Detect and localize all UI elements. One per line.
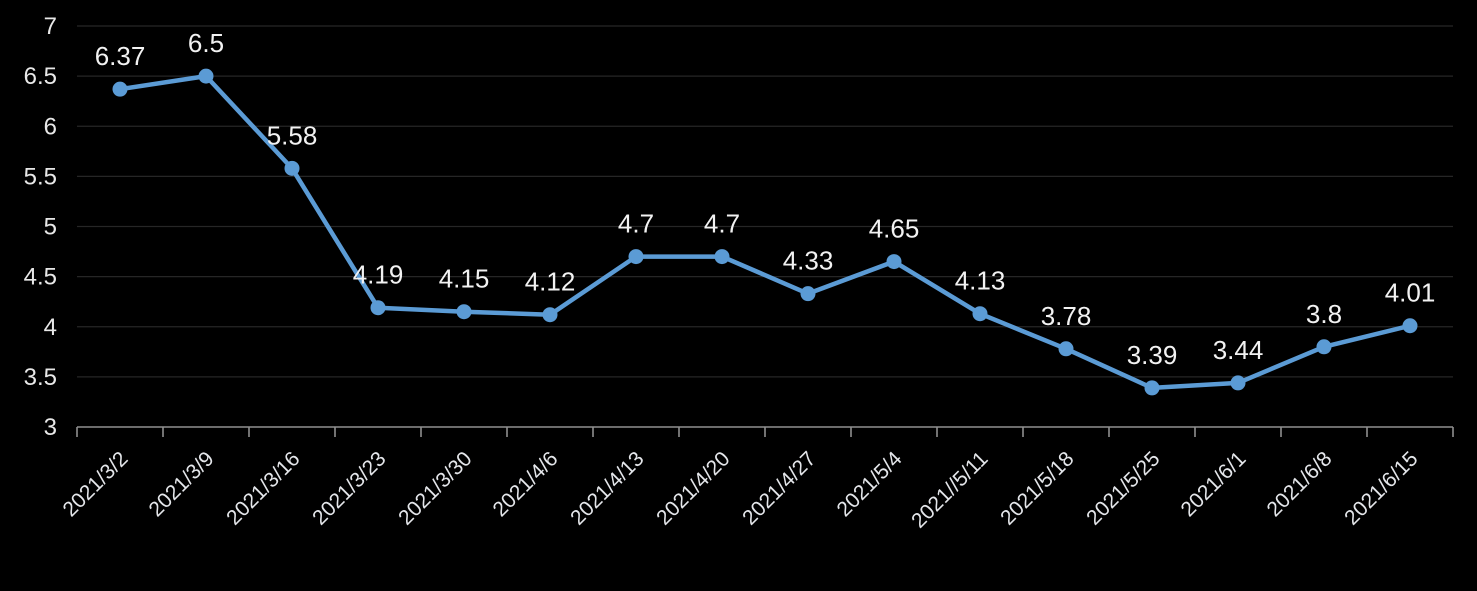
data-point-marker xyxy=(542,307,558,323)
x-axis-label: 2021/6/8 xyxy=(1262,447,1336,521)
data-label: 4.7 xyxy=(618,209,654,239)
y-axis-label: 4 xyxy=(44,314,57,341)
data-point-marker xyxy=(1058,341,1074,357)
y-axis-label: 7 xyxy=(44,13,57,40)
data-label: 6.37 xyxy=(95,41,146,71)
x-axis-label: 2021/4/27 xyxy=(738,447,820,529)
x-axis-label: 2021/3/2 xyxy=(58,447,132,521)
data-label: 4.19 xyxy=(353,260,404,290)
x-axis-label: 2021/4/20 xyxy=(652,447,734,529)
data-label: 3.39 xyxy=(1127,340,1178,370)
data-label: 4.01 xyxy=(1385,278,1436,308)
data-point-marker xyxy=(886,254,902,270)
data-point-marker xyxy=(1402,318,1418,334)
data-label: 3.8 xyxy=(1306,299,1342,329)
data-label: 5.58 xyxy=(267,120,318,150)
x-axis-label: 2021/5/18 xyxy=(996,447,1078,529)
x-axis-label: 2021/6/15 xyxy=(1340,447,1422,529)
data-point-marker xyxy=(198,68,214,84)
data-point-marker xyxy=(1230,375,1246,391)
y-axis-label: 5.5 xyxy=(24,163,57,190)
data-label: 4.7 xyxy=(704,209,740,239)
y-axis-label: 5 xyxy=(44,214,57,241)
y-axis-label: 4.5 xyxy=(24,264,57,291)
data-label: 4.12 xyxy=(525,267,576,297)
data-point-marker xyxy=(800,286,816,302)
data-label: 3.78 xyxy=(1041,301,1092,331)
data-label: 4.13 xyxy=(955,266,1006,296)
data-point-marker xyxy=(1144,380,1160,396)
data-point-marker xyxy=(1316,339,1332,355)
y-axis-label: 3.5 xyxy=(24,364,57,391)
x-axis-label: 2021/3/23 xyxy=(308,447,390,529)
x-axis-label: 2021/3/30 xyxy=(394,447,476,529)
y-axis-label: 6.5 xyxy=(24,63,57,90)
data-label: 4.65 xyxy=(869,214,920,244)
data-point-marker xyxy=(370,300,386,316)
data-point-marker xyxy=(284,160,300,176)
data-label: 3.44 xyxy=(1213,335,1264,365)
y-axis-label: 6 xyxy=(44,113,57,140)
x-axis-label: 2021/3/9 xyxy=(144,447,218,521)
x-axis-label: 2021/5/4 xyxy=(832,447,906,521)
y-axis-label: 3 xyxy=(44,414,57,441)
data-point-marker xyxy=(972,306,988,322)
x-axis-label: 2021/5/25 xyxy=(1082,447,1164,529)
data-point-marker xyxy=(456,304,472,320)
data-point-marker xyxy=(112,81,128,97)
data-point-marker xyxy=(628,249,644,265)
data-label: 6.5 xyxy=(188,28,224,58)
x-axis-label: 2021/4/13 xyxy=(566,447,648,529)
series-line xyxy=(117,73,1413,391)
x-axis-label: 2021/4/6 xyxy=(488,447,562,521)
data-label: 4.15 xyxy=(439,264,490,294)
data-label: 4.33 xyxy=(783,246,834,276)
x-axis-label: 2021/3/16 xyxy=(222,447,304,529)
x-axis-label: 2021//5/11 xyxy=(907,447,992,532)
x-axis-label: 2021/6/1 xyxy=(1176,447,1250,521)
data-point-marker xyxy=(714,249,730,265)
